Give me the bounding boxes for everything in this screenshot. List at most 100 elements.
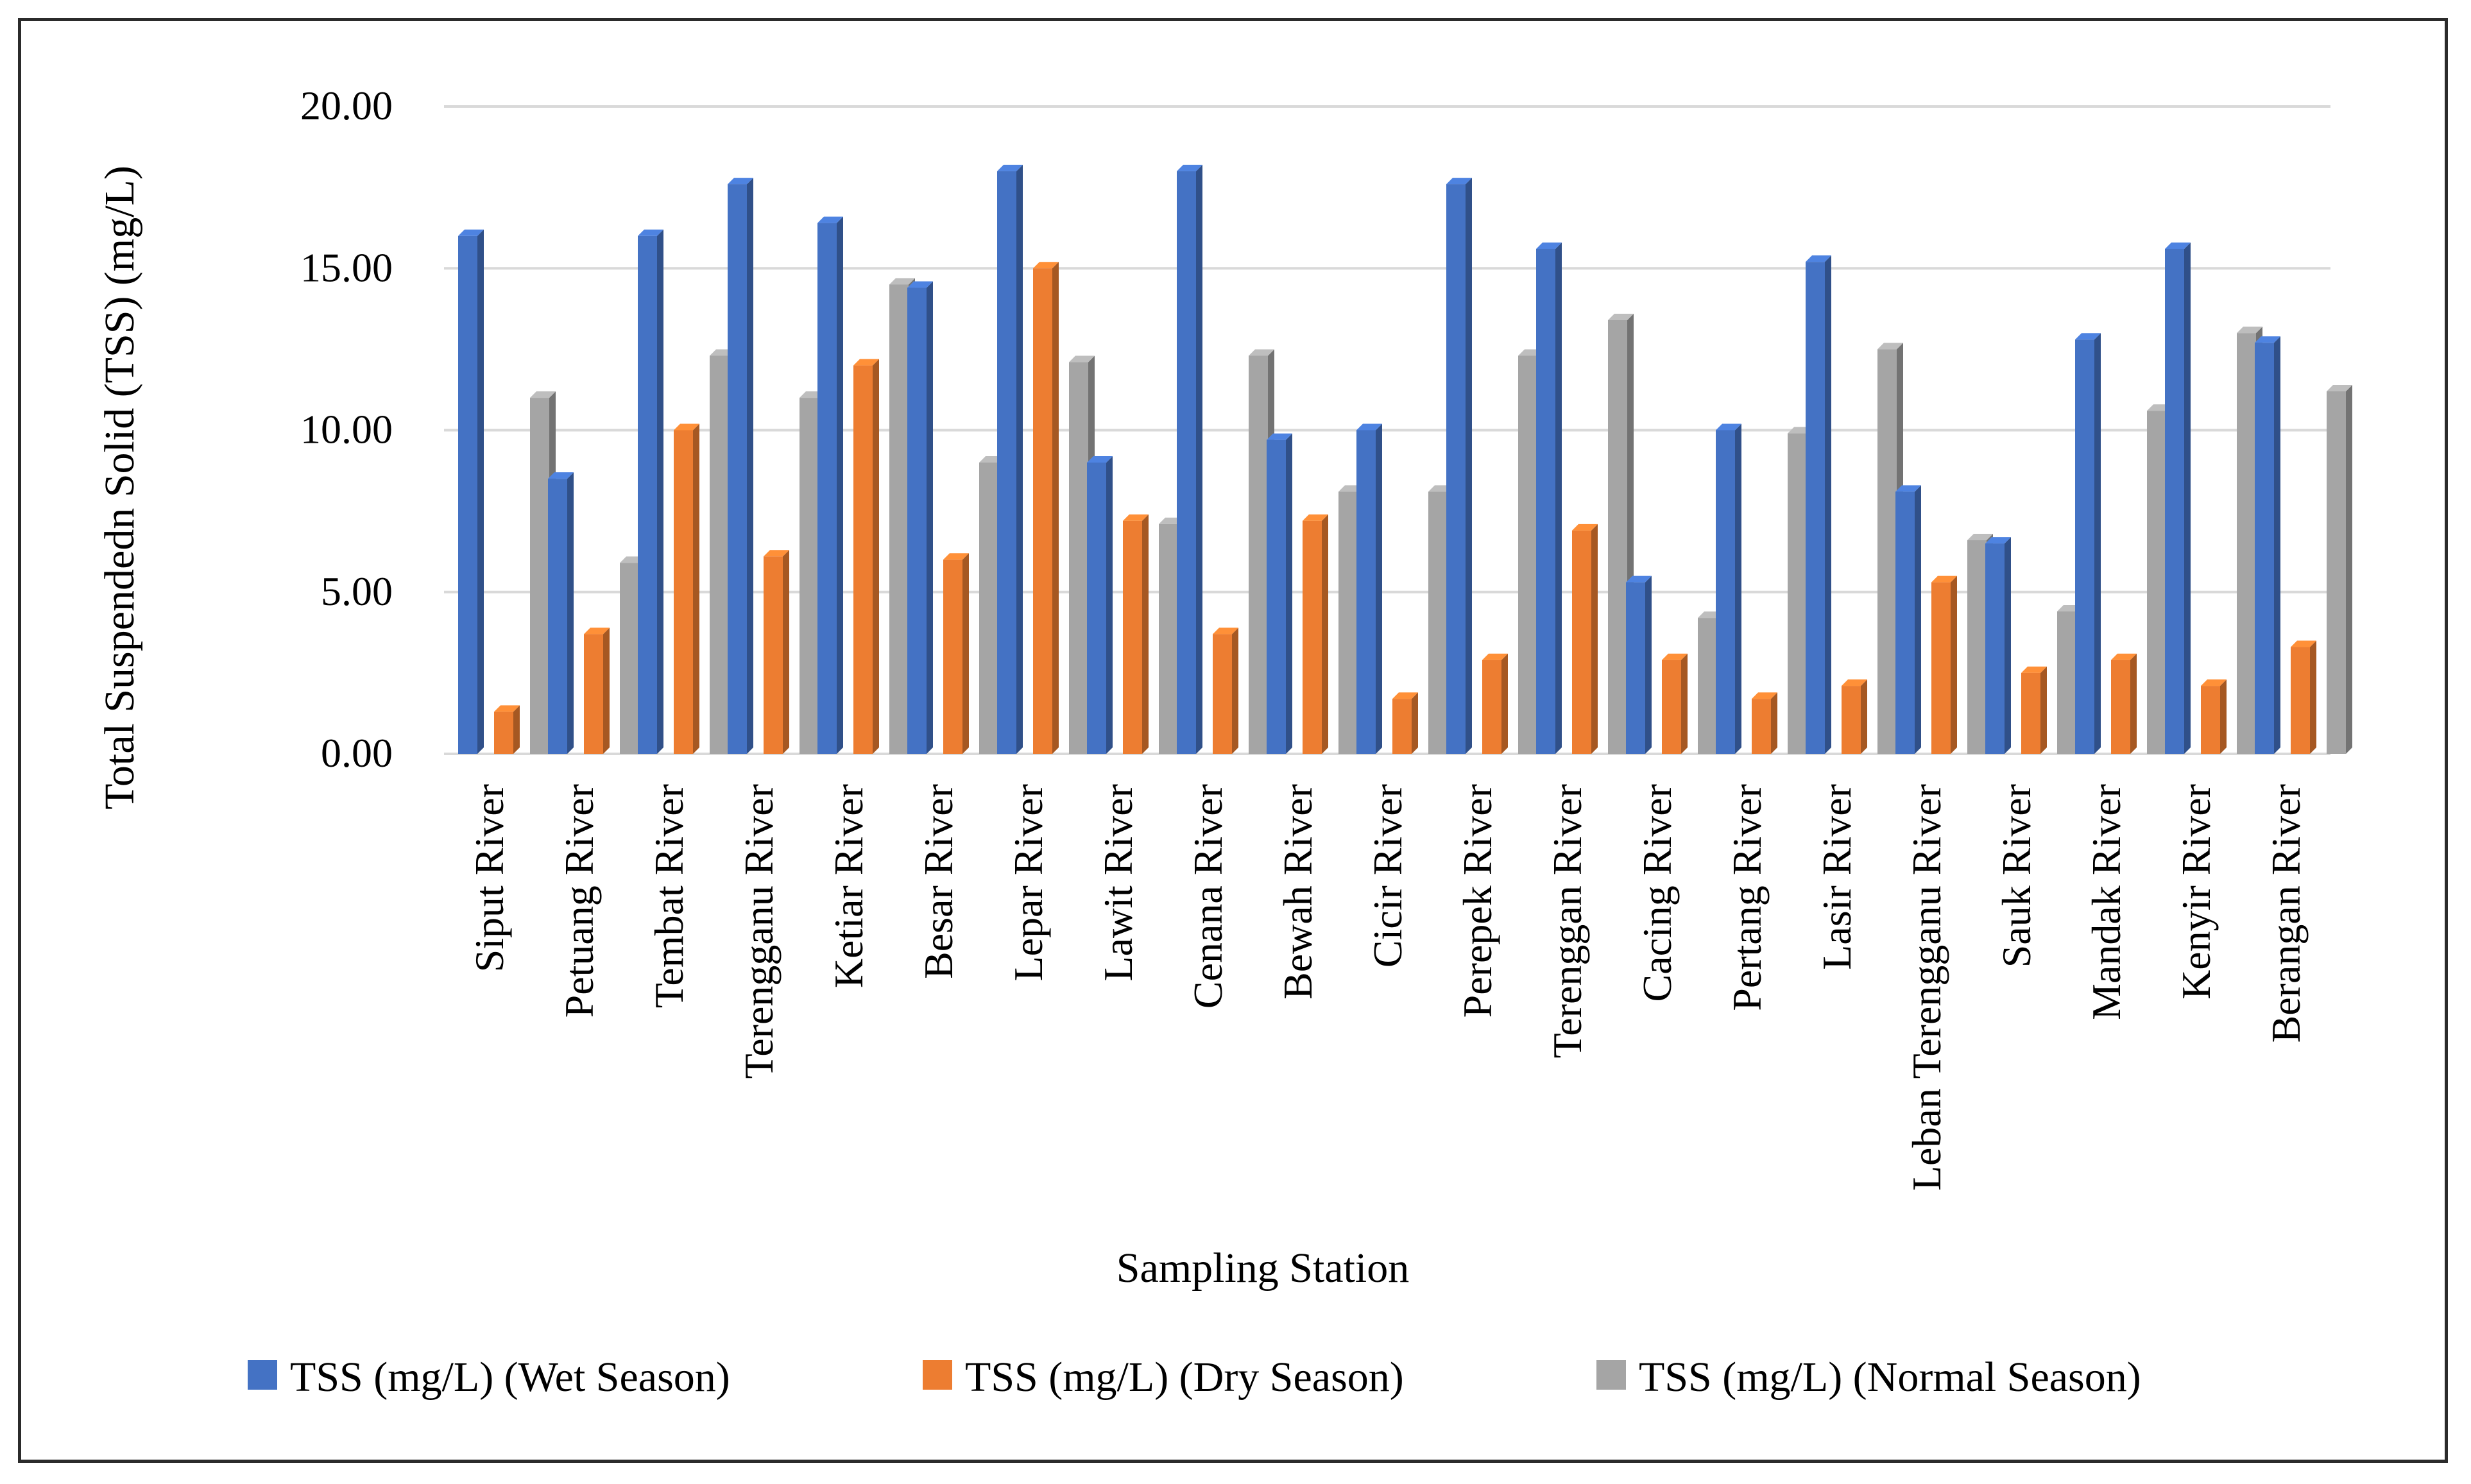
bar-side — [837, 216, 843, 754]
bar — [1356, 423, 1382, 754]
bar-front — [1572, 530, 1591, 754]
bar-top — [1303, 514, 1328, 521]
bar-front — [2147, 411, 2166, 754]
bar-front — [2075, 339, 2094, 754]
category-label: Mandak River — [2083, 784, 2129, 1020]
bar-front — [764, 556, 783, 754]
bar — [1033, 262, 1059, 754]
bar-front — [979, 462, 998, 754]
bar-front — [799, 398, 819, 754]
bar — [943, 553, 969, 754]
bar-front — [2201, 686, 2220, 754]
bar — [728, 178, 753, 755]
bar-top — [1626, 576, 1652, 583]
bar-side — [1376, 423, 1382, 754]
bar-top — [1895, 485, 1921, 492]
bar-top — [1033, 262, 1059, 269]
bar-side — [783, 550, 789, 754]
bar-front — [494, 712, 513, 754]
bar-side — [962, 553, 969, 754]
bar-top — [2291, 640, 2316, 647]
bar-side — [567, 472, 574, 754]
bar — [1572, 524, 1598, 754]
y-tick-layer: 0.00 5.00 10.00 15.00 20.00 — [300, 83, 393, 776]
bar — [1931, 576, 1957, 754]
x-axis-title: Sampling Station — [1116, 1245, 1410, 1292]
y-axis-title: Total Suspendedn Solid (TSS) (mg/L) — [96, 166, 143, 810]
bar-top — [2237, 327, 2262, 334]
bar-front — [1356, 430, 1376, 754]
bar — [1626, 576, 1652, 754]
bar-front — [710, 355, 729, 754]
grid-layer — [444, 105, 2330, 755]
category-label: Perepek River — [1455, 784, 1500, 1018]
bar — [1303, 514, 1328, 754]
bar-front — [1931, 582, 1951, 754]
category-label: Terengganu River — [736, 784, 782, 1079]
bar-front — [1877, 349, 1897, 754]
y-tick-label: 10.00 — [300, 407, 393, 452]
bar-top — [1572, 524, 1598, 531]
bar-front — [2237, 333, 2256, 754]
bar — [853, 359, 879, 754]
bar-side — [1142, 514, 1149, 754]
bar-front — [943, 559, 962, 754]
bar — [1177, 164, 1202, 754]
category-label: Terenggan River — [1544, 784, 1590, 1058]
bar-top — [2201, 679, 2227, 687]
bar-front — [1842, 686, 1861, 754]
bar — [1482, 653, 1508, 754]
category-label: Besar River — [916, 784, 961, 979]
bar-front — [1985, 543, 2005, 754]
legend-swatch — [248, 1360, 277, 1390]
bar-side — [1286, 433, 1292, 754]
bar-front — [728, 184, 747, 755]
bar — [1536, 242, 1562, 755]
bar-top — [907, 281, 933, 288]
bar-top — [889, 278, 915, 285]
bar-top — [1806, 255, 1831, 262]
bar-side — [1412, 692, 1418, 754]
category-label: Siput River — [466, 784, 512, 972]
bar-side — [1466, 178, 1472, 755]
bar-front — [2111, 660, 2130, 754]
bar-front — [2255, 343, 2274, 754]
legend-label: TSS (mg/L) (Normal Season) — [1639, 1354, 2141, 1401]
bar-top — [1536, 242, 1562, 249]
bar-front — [2327, 391, 2346, 754]
bar-top — [494, 705, 520, 712]
bar-side — [1771, 692, 1777, 754]
category-label: Pertang River — [1724, 784, 1770, 1011]
bar-side — [1735, 423, 1741, 754]
bar-front — [1213, 634, 1232, 754]
bar-top — [1967, 534, 1993, 541]
bar-side — [747, 178, 753, 755]
bar-front — [1177, 171, 1196, 754]
bar-front — [1698, 618, 1717, 754]
bar-front — [1716, 430, 1735, 754]
bar — [2201, 679, 2227, 754]
bar — [1267, 433, 1292, 754]
bar-top — [1877, 343, 1903, 350]
bar-side — [927, 281, 933, 754]
bar-front — [530, 398, 549, 754]
bar-front — [1788, 433, 1807, 754]
bar-front — [548, 479, 567, 754]
bar-side — [1016, 164, 1023, 754]
bar-front — [1428, 491, 1448, 754]
bar-side — [873, 359, 879, 754]
bar-front — [1536, 248, 1555, 755]
bar-side — [2310, 640, 2316, 754]
bar — [2165, 242, 2191, 755]
bar-top — [1177, 164, 1202, 171]
bar-side — [2094, 333, 2101, 754]
bar-side — [1591, 524, 1598, 754]
bar-side — [513, 705, 520, 754]
bar-top — [2075, 333, 2101, 340]
bar — [1123, 514, 1149, 754]
bar-top — [1069, 355, 1095, 362]
bar — [2255, 336, 2280, 754]
bar — [1806, 255, 1831, 754]
bar-side — [1825, 255, 1831, 754]
